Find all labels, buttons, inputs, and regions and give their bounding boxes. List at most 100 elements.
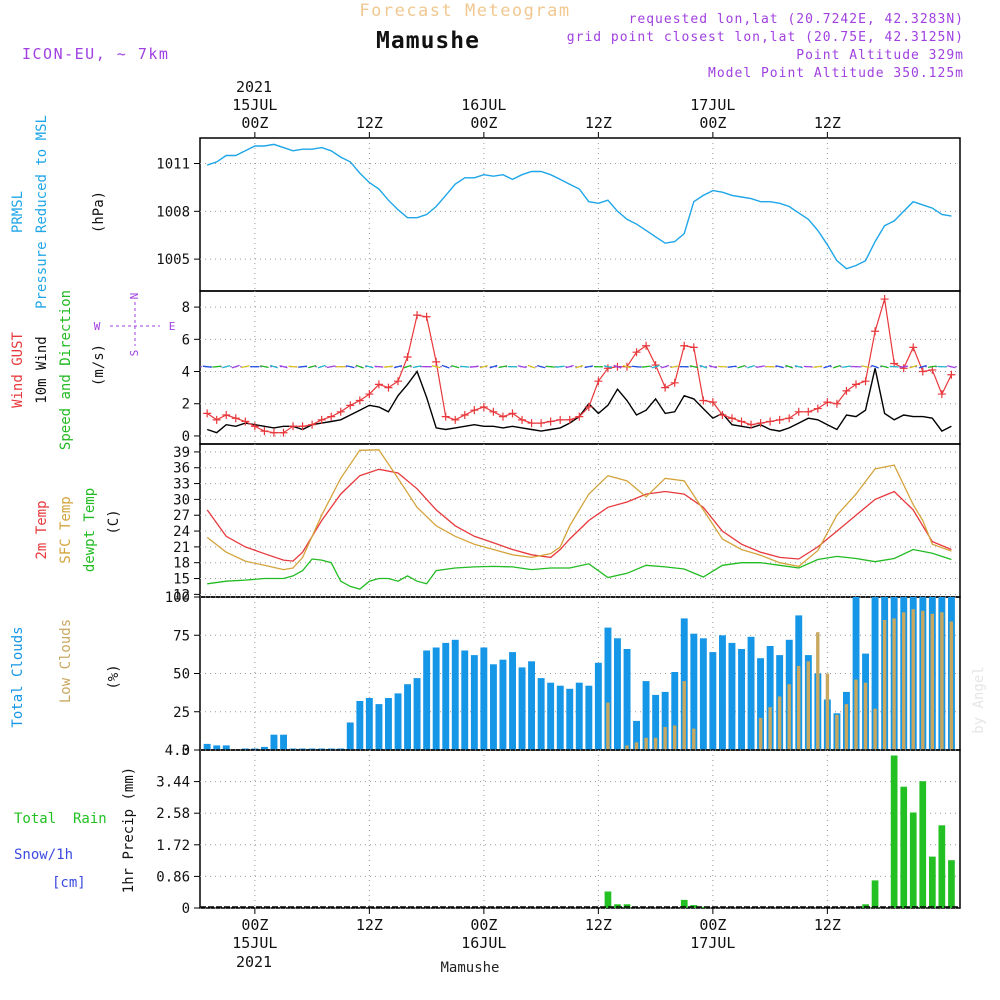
wind-direction-arrow	[269, 364, 278, 369]
prmsl-unit-label: (hPa)	[91, 191, 107, 233]
wind-direction-arrow	[460, 365, 470, 368]
rain-bar	[929, 856, 936, 908]
wind-direction-arrow	[546, 365, 556, 368]
low-cloud-bar	[940, 612, 944, 750]
gust-marker	[727, 414, 736, 423]
gust-marker	[260, 427, 269, 436]
low-cloud-bar	[673, 725, 677, 750]
gust-marker	[642, 341, 651, 350]
wind-direction-arrow	[871, 364, 880, 369]
total-cloud-bar	[575, 682, 583, 750]
wind-direction-arrow	[842, 365, 851, 369]
rain-bar	[680, 899, 688, 908]
low-cloud-bar	[806, 661, 810, 750]
wind-direction-arrow	[431, 365, 441, 369]
clouds-unit-label: (%)	[106, 664, 122, 689]
wind-direction-arrow	[469, 365, 479, 368]
y-tick-label: 12	[173, 587, 190, 603]
bottom-tick-label: 12Z	[585, 916, 612, 934]
gust-marker	[832, 399, 841, 408]
cloud-labels: Total Clouds Low Clouds (%)	[10, 619, 122, 728]
gust-marker	[594, 377, 603, 386]
top-day-label: 15JUL	[232, 96, 277, 114]
gust-marker	[785, 414, 794, 423]
top-time-axis: 00Z 12Z 00Z 12Z 00Z 12Z 15JUL 16JUL 17JUL	[232, 96, 841, 138]
y-tick-label: 30	[173, 492, 190, 508]
gust-marker	[842, 386, 851, 395]
gust-marker	[365, 390, 374, 399]
gust-marker	[756, 419, 765, 428]
wind-direction-arrow	[823, 364, 832, 369]
wind-direction-arrow	[632, 365, 642, 368]
total-cloud-bar	[375, 704, 383, 750]
y-tick-label: 4.3	[165, 743, 190, 759]
total-cloud-bar	[518, 667, 526, 750]
precip-unit-label: 1hr Precip (mm)	[121, 767, 137, 893]
prmsl-label: PRMSL	[10, 191, 26, 233]
total-cloud-bar	[413, 678, 421, 750]
total-cloud-bar	[566, 688, 574, 750]
gust-marker	[479, 402, 488, 411]
compass-e: E	[169, 320, 176, 333]
compass-s: S	[128, 350, 141, 357]
total-cloud-bar	[509, 652, 516, 750]
gust-marker	[661, 383, 670, 392]
gust-marker	[880, 295, 889, 304]
total-cloud-bar	[709, 652, 717, 750]
total-cloud-bar	[871, 597, 879, 750]
temp2m-label: 2m Temp	[34, 500, 50, 559]
total-cloud-bar	[585, 685, 593, 750]
gridpoint-coords: grid point closest lon,lat (20.75E, 42.3…	[567, 30, 964, 45]
gust-marker	[651, 361, 660, 370]
wind-direction-arrow	[717, 365, 727, 368]
y-tick-label: 0	[182, 429, 190, 445]
wind10m-label: 10m Wind	[34, 336, 50, 403]
total-cloud-bar	[728, 642, 736, 750]
y-tick-label: 39	[173, 445, 190, 461]
rain-bar	[900, 786, 908, 908]
gust-label: Wind GUST	[10, 332, 26, 408]
wind-direction-arrow	[403, 364, 412, 369]
gust-marker	[432, 357, 441, 366]
requested-coords: requested lon,lat (20.7242E, 42.3283N)	[629, 12, 964, 27]
gust-marker	[775, 415, 784, 424]
y-tick-label: 18	[173, 556, 190, 572]
total-cloud-bar	[604, 627, 612, 750]
top-tick-label: 00Z	[241, 114, 268, 132]
speed-dir-label: Speed and Direction	[58, 290, 74, 450]
wind-direction-arrow	[308, 364, 317, 369]
low-cloud-bar	[787, 684, 791, 750]
total-cloud-bar	[738, 649, 745, 750]
total-cloud-bar	[528, 661, 535, 750]
total-cloud-bar	[451, 639, 459, 750]
gust-marker	[231, 414, 240, 423]
total-cloud-bar	[852, 597, 860, 750]
bottom-tick-label: 12Z	[814, 916, 841, 934]
wind-labels: Wind GUST 10m Wind Speed and Direction (…	[10, 290, 175, 450]
top-day-label: 17JUL	[690, 96, 735, 114]
wind-direction-arrow	[231, 364, 240, 369]
gust-marker	[451, 415, 460, 424]
model-altitude: Model Point Altitude 350.125m	[708, 66, 964, 81]
wind-direction-arrow	[527, 364, 536, 369]
total-cloud-bar	[222, 745, 230, 750]
wind-direction-arrow	[622, 364, 632, 369]
wind-unit-label: (m/s)	[91, 344, 107, 386]
wind-direction-arrow	[517, 365, 527, 369]
y-tick-label: 27	[173, 508, 190, 524]
product-title: Forecast Meteogram	[359, 1, 570, 21]
wind-direction-arrow	[317, 364, 326, 369]
top-tick-label: 00Z	[699, 114, 726, 132]
temp-labels: 2m Temp SFC Temp dewpt Temp (C)	[34, 488, 122, 572]
dewpt-line	[207, 548, 952, 590]
low-cloud-bar	[644, 737, 648, 750]
wind-direction-arrow	[489, 364, 498, 369]
wind-direction-arrow	[479, 364, 488, 369]
y-tick-label: 25	[173, 705, 190, 721]
y-tick-label: 100	[165, 590, 190, 606]
temp-unit-label: (C)	[106, 509, 122, 534]
low-cloud-bar	[682, 681, 686, 750]
gust-marker	[222, 411, 231, 420]
total-cloud-bar	[499, 659, 507, 750]
